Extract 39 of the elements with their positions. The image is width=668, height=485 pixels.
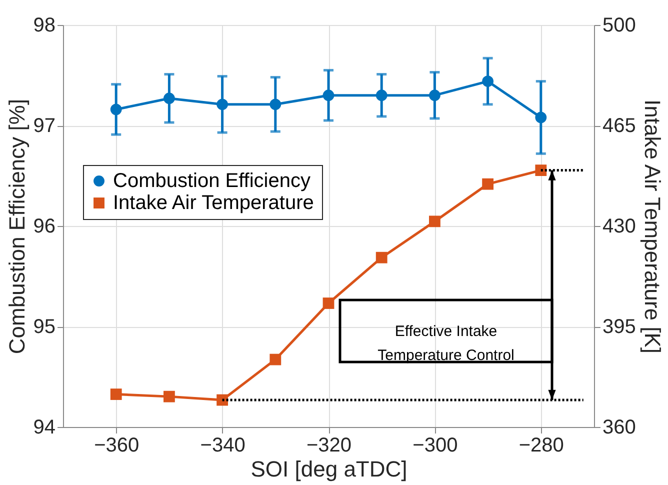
point — [429, 216, 440, 228]
x-tick-label: −360 — [94, 434, 140, 456]
x-tick-label: −320 — [306, 434, 352, 456]
y-tick-label: 94 — [33, 416, 56, 438]
x-tick-label: −300 — [412, 434, 458, 456]
y-tick-label: 98 — [33, 14, 56, 36]
y-tick-label: 96 — [33, 216, 56, 238]
point — [270, 98, 282, 110]
point — [482, 178, 494, 190]
x-tick-label: −280 — [518, 434, 564, 456]
point — [535, 112, 547, 124]
point — [429, 90, 440, 102]
legend-label: Combustion Efficiency — [113, 170, 310, 192]
x-axis-title: SOI [deg aTDC] — [250, 456, 408, 482]
point — [164, 92, 175, 104]
point — [270, 354, 282, 366]
y-tick-label: 97 — [33, 115, 56, 137]
point — [376, 90, 388, 102]
x-tick-label: −340 — [200, 434, 246, 456]
y-tick-label: 95 — [33, 316, 56, 338]
legend-label: Intake Air Temperature — [113, 192, 314, 214]
y2-tick-label: 395 — [602, 316, 636, 338]
point — [216, 98, 228, 110]
y-axis-title: Combustion Efficiency [%] — [4, 98, 30, 354]
point — [482, 76, 494, 87]
y2-tick-label: 500 — [602, 14, 636, 36]
y2-tick-label: 360 — [602, 416, 636, 438]
point — [216, 394, 228, 406]
point — [110, 104, 122, 116]
point — [322, 90, 334, 102]
point — [535, 164, 547, 176]
y2-axis-title: Intake Air Temperature [K] — [640, 100, 665, 354]
point — [110, 388, 122, 400]
point — [164, 390, 175, 402]
y2-tick-label: 465 — [602, 115, 636, 137]
point — [322, 298, 334, 309]
point — [376, 252, 388, 264]
y2-tick-label: 430 — [602, 216, 636, 238]
annotation: Effective Intake Temperature Control — [378, 323, 514, 364]
